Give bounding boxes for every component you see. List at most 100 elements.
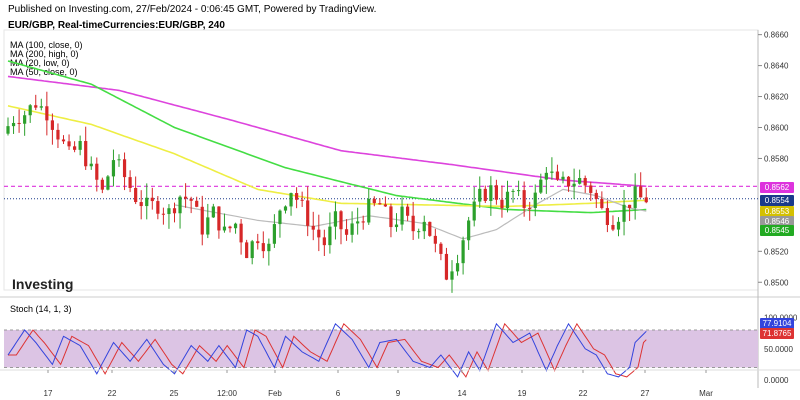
candle-body <box>389 206 393 228</box>
legend-ma200: MA (200, high, 0) <box>10 49 79 59</box>
candle-body <box>95 163 99 180</box>
candle-body <box>400 206 404 225</box>
candle-body <box>450 271 454 280</box>
x-tick-label: 22 <box>108 389 117 398</box>
candle-body <box>433 235 437 244</box>
candle-body <box>600 198 604 209</box>
price-tick-label: 0.8640 <box>764 62 789 71</box>
candle-body <box>189 198 193 201</box>
price-tag: 0.8545 <box>760 225 794 236</box>
x-tick-label: 25 <box>170 389 179 398</box>
candle-body <box>122 159 127 178</box>
price-tick-label: 0.8500 <box>764 278 789 287</box>
candle-body <box>616 221 621 230</box>
x-tick-label: 9 <box>396 389 401 398</box>
candle-body <box>500 199 504 209</box>
candle-body <box>222 226 227 231</box>
price-tick-label: 0.8520 <box>764 247 789 256</box>
candle-body <box>100 179 104 190</box>
investing-logo: Investing <box>12 276 74 292</box>
candle-body <box>134 187 138 203</box>
x-tick-label: Feb <box>268 389 282 398</box>
price-tick-label: 0.8620 <box>764 93 789 102</box>
legend-ma100: MA (100, close, 0) <box>10 40 83 50</box>
candle-body <box>6 126 10 134</box>
x-tick-label: 27 <box>641 389 650 398</box>
candle-body <box>633 186 637 208</box>
x-tick-label: 14 <box>458 389 467 398</box>
stoch-k-line <box>7 322 647 378</box>
candle-body <box>39 106 43 108</box>
candle-body <box>117 159 121 161</box>
candles-group <box>6 91 648 293</box>
candle-body <box>472 201 476 221</box>
ma20-line <box>174 188 647 240</box>
candle-body <box>311 225 315 230</box>
candle-body <box>156 201 160 214</box>
candle-body <box>50 120 54 130</box>
candle-body <box>145 197 149 207</box>
candle-body <box>444 253 449 280</box>
candle-body <box>23 115 27 124</box>
candle-body <box>256 241 260 244</box>
candle-body <box>233 223 238 229</box>
candle-body <box>300 199 304 201</box>
candle-body <box>594 192 598 199</box>
stoch-d-line <box>8 322 647 378</box>
candle-body <box>261 243 265 252</box>
candle-body <box>45 106 49 121</box>
x-tick-label: 22 <box>579 389 588 398</box>
candle-body <box>161 213 165 215</box>
candle-body <box>28 105 32 116</box>
price-tag: 0.8554 <box>760 195 794 206</box>
candle-body <box>250 241 254 259</box>
candle-body <box>578 177 582 184</box>
candle-body <box>605 208 609 225</box>
candle-body <box>84 141 88 167</box>
candle-body <box>378 203 382 205</box>
candle-body <box>89 163 93 167</box>
candle-body <box>533 192 537 208</box>
candle-body <box>339 211 343 230</box>
price-pane-frame <box>3 29 759 291</box>
candle-body <box>611 224 615 230</box>
candle-body <box>306 200 310 226</box>
candle-body <box>566 176 571 187</box>
candle-body <box>317 229 321 238</box>
candle-body <box>61 139 66 142</box>
candle-body <box>628 204 632 208</box>
candle-body <box>106 176 110 190</box>
candle-body <box>184 196 188 199</box>
symbol-title: EUR/GBP, Real-timeCurrencies:EUR/GBP, 24… <box>8 20 225 31</box>
candle-body <box>172 208 177 214</box>
candle-body <box>639 186 643 198</box>
stoch-band <box>4 330 758 368</box>
candle-body <box>394 224 399 228</box>
candle-body <box>422 221 426 232</box>
candle-body <box>455 263 460 272</box>
stoch-tag: 71.8765 <box>760 328 794 339</box>
candle-body <box>206 217 210 235</box>
candle-body <box>328 226 332 246</box>
candle-body <box>150 197 154 202</box>
price-tick-label: 0.8660 <box>764 31 789 40</box>
candle-body <box>128 177 132 188</box>
price-tick-label: 0.8600 <box>764 124 789 133</box>
candle-body <box>356 221 360 224</box>
candle-body <box>544 172 548 180</box>
candle-body <box>589 185 593 193</box>
candle-body <box>428 221 432 236</box>
candle-body <box>272 224 276 244</box>
x-tick-label: 17 <box>44 389 53 398</box>
candle-body <box>34 105 38 108</box>
candle-body <box>350 223 354 235</box>
price-tick-label: 0.8580 <box>764 154 789 163</box>
candle-body <box>489 185 493 201</box>
candle-body <box>289 193 293 207</box>
candle-body <box>383 204 387 207</box>
price-tag: 0.8553 <box>760 206 794 217</box>
candle-body <box>622 204 626 222</box>
candle-body <box>539 179 543 193</box>
candle-body <box>406 206 410 216</box>
